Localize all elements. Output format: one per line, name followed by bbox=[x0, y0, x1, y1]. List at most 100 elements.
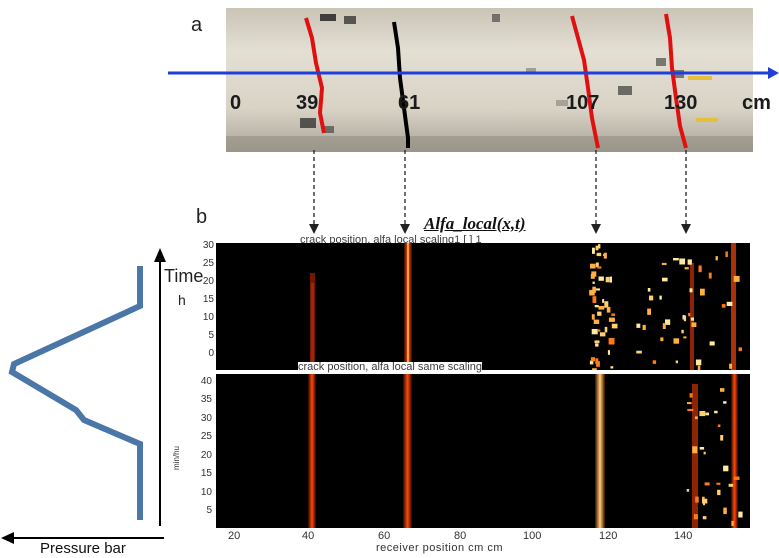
heat-speckle bbox=[604, 301, 609, 308]
heat-speckle bbox=[725, 251, 728, 258]
bottom-y-tick: 25 bbox=[200, 431, 212, 442]
heat-speckle bbox=[604, 326, 608, 333]
heat-speckle bbox=[688, 313, 691, 317]
heat-speckle bbox=[592, 281, 595, 284]
heat-speckle bbox=[695, 416, 698, 420]
heat-speckle bbox=[595, 358, 599, 364]
heat-speckle bbox=[606, 306, 611, 313]
heat-speckle bbox=[682, 315, 685, 320]
heat-speckle bbox=[705, 412, 709, 416]
heat-speckle bbox=[689, 288, 693, 293]
heat-speckle bbox=[702, 516, 707, 520]
bottom-y-tick: 35 bbox=[200, 394, 212, 405]
heat-speckle bbox=[589, 360, 594, 365]
top-y-tick: 5 bbox=[208, 330, 214, 341]
bottom-y-axis-label: min/hu bbox=[172, 445, 181, 470]
top-y-tick: 25 bbox=[202, 258, 214, 269]
heat-speckle bbox=[695, 359, 702, 366]
heat-speckle bbox=[595, 288, 600, 291]
top-y-axis-ticks: 30 25 20 15 10 5 0 bbox=[190, 240, 214, 370]
heat-speckle bbox=[721, 304, 726, 308]
heat-speckle bbox=[687, 408, 694, 411]
heat-speckle bbox=[599, 332, 606, 337]
heat-speckle bbox=[595, 245, 599, 251]
x-axis-label: receiver position cm cm bbox=[376, 542, 504, 554]
heat-speckle bbox=[661, 262, 667, 265]
heat-speckle bbox=[610, 366, 614, 369]
heat-speckle bbox=[733, 275, 740, 282]
heat-speckle bbox=[595, 262, 599, 268]
heat-speckle bbox=[691, 322, 697, 327]
measurement-axis-line bbox=[168, 67, 779, 79]
heat-speckle bbox=[689, 393, 693, 398]
heat-speckle bbox=[738, 511, 743, 518]
position-label-107: 107 bbox=[566, 92, 600, 114]
pressure-curve bbox=[8, 266, 143, 520]
heat-speckle bbox=[708, 272, 712, 279]
heat-speckle bbox=[693, 514, 698, 520]
bottom-heatmap bbox=[216, 374, 750, 528]
heat-speckle bbox=[652, 360, 657, 364]
heat-speckle bbox=[726, 301, 733, 306]
heat-speckle bbox=[700, 288, 705, 296]
time-axis-arrow bbox=[154, 248, 166, 526]
heat-speckle bbox=[636, 323, 641, 328]
pressure-axis-label: Pressure bar bbox=[40, 540, 126, 557]
heat-speckle bbox=[714, 410, 718, 414]
heat-speckle bbox=[647, 288, 651, 292]
heat-speckle bbox=[723, 401, 727, 404]
x-tick: 60 bbox=[378, 530, 391, 542]
heat-speckle bbox=[592, 368, 597, 372]
heat-speckle bbox=[699, 447, 705, 450]
position-label-0: 0 bbox=[230, 92, 242, 114]
heat-speckle bbox=[738, 347, 742, 352]
heat-speckle bbox=[611, 313, 616, 316]
bottom-y-tick: 15 bbox=[200, 468, 212, 479]
heat-speckle bbox=[681, 329, 684, 334]
heat-speckle bbox=[609, 276, 612, 283]
heat-speckle bbox=[592, 286, 596, 293]
heat-speckle bbox=[733, 476, 740, 480]
heat-speckle bbox=[720, 435, 724, 441]
x-tick: 140 bbox=[674, 530, 693, 542]
heat-speckle bbox=[704, 482, 710, 486]
bottom-y-tick: 40 bbox=[200, 376, 212, 387]
heat-speckle bbox=[608, 337, 615, 345]
x-tick: 120 bbox=[599, 530, 618, 542]
top-heatmap bbox=[216, 243, 750, 372]
heat-speckle bbox=[686, 489, 690, 492]
bottom-y-tick: 30 bbox=[200, 413, 212, 424]
heat-speckle bbox=[687, 402, 692, 405]
heat-speckle bbox=[603, 254, 606, 256]
heat-speckle bbox=[598, 244, 601, 249]
heat-speckle bbox=[697, 365, 701, 372]
heat-speckle bbox=[695, 496, 699, 503]
heat-speckle bbox=[660, 337, 664, 342]
heat-speckle bbox=[647, 308, 651, 315]
heat-speckle bbox=[593, 319, 600, 324]
top-y-tick: 15 bbox=[202, 294, 214, 305]
heat-speckle bbox=[683, 315, 687, 322]
heat-speckle bbox=[597, 266, 602, 269]
heat-speckle bbox=[605, 276, 610, 283]
position-label-39: 39 bbox=[296, 92, 319, 114]
heat-speckle bbox=[591, 271, 597, 277]
heat-speckle bbox=[594, 340, 600, 344]
heat-speckle bbox=[662, 277, 668, 282]
heat-speckle bbox=[675, 360, 678, 364]
heat-speckle bbox=[592, 296, 597, 303]
heat-speckle bbox=[596, 252, 602, 257]
heat-speckle bbox=[690, 317, 694, 321]
panel-b-label: b bbox=[196, 206, 208, 228]
x-tick: 100 bbox=[523, 530, 542, 542]
heat-speckle bbox=[659, 295, 662, 300]
heat-speckle bbox=[590, 263, 596, 269]
heat-speckle bbox=[723, 507, 727, 515]
heat-speckle bbox=[602, 299, 605, 303]
heat-speckle bbox=[673, 258, 679, 261]
heat-speckle bbox=[598, 276, 604, 281]
heat-speckle bbox=[592, 247, 595, 254]
heatmap-separator bbox=[216, 370, 750, 374]
heat-speckle bbox=[597, 311, 602, 316]
heat-speckle bbox=[723, 465, 729, 472]
